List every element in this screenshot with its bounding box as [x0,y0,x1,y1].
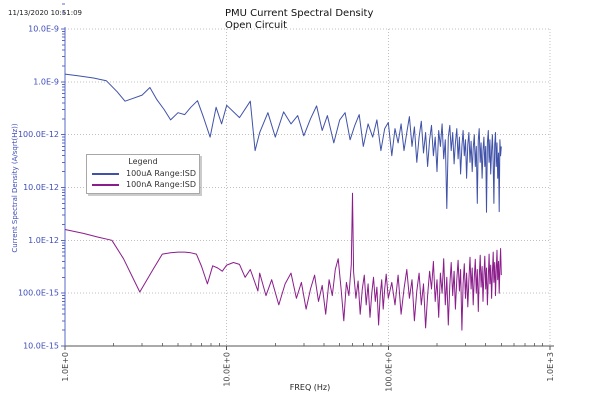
legend: Legend 100uA Range:ISD 100nA Range:ISD [86,154,200,194]
x-tick-label: 1.0E+0 [61,352,70,382]
legend-line-swatch [92,183,119,186]
y-tick-label: 10.0E-12 [23,183,59,192]
y-axis-title: Current Spectral Density (A/sqrt(Hz)) [11,123,19,253]
chart-title-block: PMU Current Spectral Density Open Circui… [225,8,373,32]
x-axis-title: FREQ (Hz) [289,383,331,392]
chart-subtitle: Open Circuit [225,20,288,31]
chart-title: PMU Current Spectral Density [225,8,374,19]
y-tick-label: 100.0E-15 [18,289,59,298]
x-tick-label: 1.0E+3 [546,352,555,382]
timestamp: 11/13/2020 10:51:09 [8,9,83,17]
legend-rows: 100uA Range:ISD 100nA Range:ISD [87,168,199,190]
legend-item[interactable]: 100nA Range:ISD [87,179,199,190]
legend-item[interactable]: 100uA Range:ISD [87,168,199,179]
legend-item-label: 100uA Range:ISD [126,169,197,178]
legend-title: Legend [128,157,158,166]
series-trace-1 [64,192,502,331]
series-trace-0 [64,73,502,213]
legend-line-swatch [92,172,119,175]
y-tick-label: 100.0E-12 [18,130,59,139]
x-tick-label: 100.0E+0 [384,352,393,392]
x-tick-label: 10.0E+0 [223,352,232,387]
y-tick-label: 1.0E-9 [33,77,59,86]
legend-item-label: 100nA Range:ISD [126,180,197,189]
y-tick-label: 10.0E-9 [28,25,59,34]
y-tick-label: 10.0E-15 [23,342,59,351]
y-tick-label: 1.0E-12 [28,236,59,245]
